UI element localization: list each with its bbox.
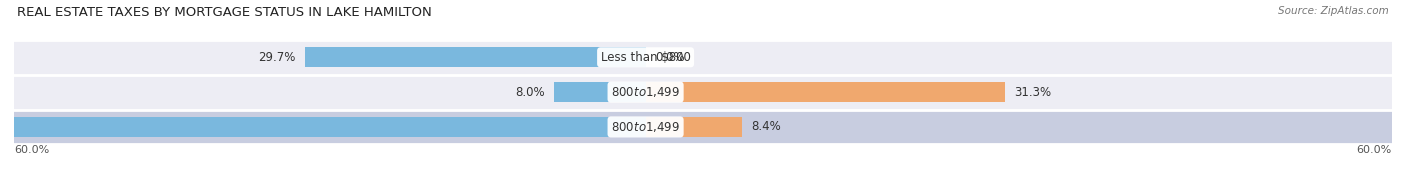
Bar (305, 47, 645, 67)
Text: 31.3%: 31.3% (1014, 86, 1052, 99)
Bar (14, 40, 1392, 75)
Text: REAL ESTATE TAXES BY MORTGAGE STATUS IN LAKE HAMILTON: REAL ESTATE TAXES BY MORTGAGE STATUS IN … (17, 6, 432, 19)
Bar (645, 82, 1005, 102)
Text: 0.0%: 0.0% (655, 51, 685, 64)
Text: 29.7%: 29.7% (259, 51, 295, 64)
Text: Source: ZipAtlas.com: Source: ZipAtlas.com (1278, 6, 1389, 16)
Bar (14, 75, 1392, 110)
Bar (14, 110, 1392, 144)
Text: Less than $800: Less than $800 (600, 51, 690, 64)
Bar (0, 117, 645, 137)
Text: 60.0%: 60.0% (1357, 145, 1392, 155)
Bar (554, 82, 645, 102)
Text: 8.4%: 8.4% (751, 120, 780, 133)
Text: 60.0%: 60.0% (14, 145, 49, 155)
Text: $800 to $1,499: $800 to $1,499 (612, 120, 681, 134)
Text: $800 to $1,499: $800 to $1,499 (612, 85, 681, 99)
Text: 8.0%: 8.0% (515, 86, 544, 99)
Bar (645, 117, 742, 137)
